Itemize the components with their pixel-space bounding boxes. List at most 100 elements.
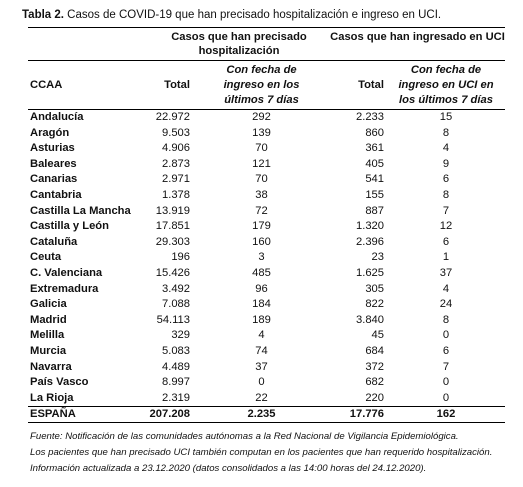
- cell: 139: [252, 126, 271, 139]
- cell: 6: [442, 173, 450, 186]
- cell: Baleares: [30, 157, 77, 170]
- cell: 4: [442, 282, 450, 295]
- cell: Navarra: [30, 360, 72, 373]
- row: Navarra 4.489 37 372 7: [28, 360, 505, 376]
- row: Extremadura 3.492 96 305 4: [28, 282, 505, 298]
- row: C. Valenciana 15.426 485 1.625 37: [28, 266, 505, 282]
- blank: [28, 27, 148, 61]
- title-label: Tabla 2.: [22, 9, 64, 21]
- cell: 0: [258, 376, 265, 389]
- row: Cataluña 29.303 160 2.396 6: [28, 235, 505, 251]
- row: Ceuta 196 3 23 1: [28, 250, 505, 266]
- cell: 7: [442, 360, 450, 373]
- cell: 121: [252, 157, 271, 170]
- cell: Asturias: [30, 142, 75, 155]
- column-header: Total: [330, 60, 387, 110]
- cell: 4.489: [162, 360, 190, 373]
- cell: 0: [442, 329, 450, 342]
- cell: 54.113: [156, 313, 190, 326]
- cell: 23: [371, 251, 384, 264]
- cell: 2.971: [162, 173, 190, 186]
- cell: 541: [365, 173, 384, 186]
- column-header-text: Con fecha de ingreso en UCI en los últim…: [398, 63, 494, 106]
- group-header: Casos que han ingresado en UCI: [330, 27, 505, 61]
- cell: 292: [252, 111, 271, 123]
- cell: 96: [255, 282, 268, 295]
- cell: Extremadura: [30, 282, 99, 295]
- row: Asturias 4.906 70 361 4: [28, 141, 505, 157]
- cell: 1: [442, 251, 450, 264]
- cell: 1.625: [356, 266, 384, 279]
- column-header: Con fecha de ingreso en UCI en los últim…: [387, 60, 505, 110]
- title: Tabla 2. Casos de COVID-19 que han preci…: [22, 9, 441, 21]
- cell: 2.319: [162, 391, 190, 404]
- cell: País Vasco: [30, 376, 89, 389]
- cell: 1.320: [356, 220, 384, 233]
- cell: Castilla y León: [30, 220, 109, 233]
- cell: Andalucía: [30, 111, 84, 123]
- row: La Rioja 2.319 22 220 0: [28, 391, 505, 407]
- row: Baleares 2.873 121 405 9: [28, 157, 505, 173]
- table: Casos que han precisado hospitalización …: [28, 27, 505, 424]
- cell: 6: [442, 344, 450, 357]
- total-cell: 17.776: [330, 406, 387, 424]
- column-header: Con fecha de ingreso en los últimos 7 dí…: [193, 60, 330, 110]
- cell: 372: [365, 360, 384, 373]
- cell: 184: [252, 298, 271, 311]
- total-cell: ESPAÑA: [28, 406, 148, 424]
- row: Murcia 5.083 74 684 6: [28, 344, 505, 360]
- cell: 8: [442, 313, 450, 326]
- cell: 405: [365, 157, 384, 170]
- cell: 70: [255, 173, 268, 186]
- cell: 7.088: [162, 298, 190, 311]
- cell: Cataluña: [30, 235, 78, 248]
- cell: Canarias: [30, 173, 78, 186]
- total-cell: 2.235: [193, 406, 330, 424]
- row: Madrid 54.113 189 3.840 8: [28, 313, 505, 329]
- cell: 361: [365, 142, 384, 155]
- column-header-text: Con fecha de ingreso en los últimos 7 dí…: [223, 63, 300, 106]
- cell: 179: [252, 220, 271, 233]
- cell: 2.873: [162, 157, 190, 170]
- cell: 22.972: [155, 111, 190, 123]
- cell: 2.396: [356, 235, 384, 248]
- cell: 8.997: [162, 376, 190, 389]
- total-row: ESPAÑA 207.208 2.235 17.776 162: [28, 406, 505, 424]
- cell: 8: [442, 188, 450, 201]
- cell: 3.840: [356, 313, 384, 326]
- footnote: Los pacientes que han precisado UCI tamb…: [30, 447, 493, 458]
- title-text: Casos de COVID-19 que han precisado hosp…: [67, 9, 442, 21]
- cell: Murcia: [30, 344, 67, 357]
- cell: 4: [258, 329, 265, 342]
- cell: 4.906: [162, 142, 190, 155]
- row: Castilla La Mancha 13.919 72 887 7: [28, 204, 505, 220]
- footnotes: Fuente: Notificación de las comunidades …: [30, 429, 492, 477]
- cell: 9.503: [162, 126, 190, 139]
- cell: 12: [439, 220, 453, 233]
- cell: 196: [171, 251, 190, 264]
- cell: 189: [252, 313, 271, 326]
- column-header: Total: [148, 60, 193, 110]
- total-cell: 207.208: [148, 406, 193, 424]
- footnote: Fuente: Notificación de las comunidades …: [30, 431, 459, 442]
- cell: 74: [255, 344, 268, 357]
- cell: 7: [442, 204, 450, 217]
- cell: 1.378: [162, 188, 190, 201]
- row: Melilla 329 4 45 0: [28, 328, 505, 344]
- footnote: Información actualizada a 23.12.2020 (da…: [30, 463, 427, 474]
- row: Castilla y León 17.851 179 1.320 12: [28, 219, 505, 235]
- cell: 485: [252, 266, 271, 279]
- cell: 860: [365, 126, 384, 139]
- cell: Ceuta: [30, 251, 62, 264]
- group-header: Casos que han precisado hospitalización: [148, 27, 330, 61]
- cell: Melilla: [30, 329, 65, 342]
- cell: 0: [442, 376, 450, 389]
- cell: 155: [365, 188, 384, 201]
- cell: 70: [255, 142, 268, 155]
- row: Cantabria 1.378 38 155 8: [28, 188, 505, 204]
- cell: 37: [255, 360, 268, 373]
- cell: Castilla La Mancha: [30, 204, 131, 217]
- table-body: Andalucía 22.972 292 2.233 15 Aragón 9.503 139 8…: [28, 110, 505, 424]
- cell: 13.919: [155, 204, 190, 217]
